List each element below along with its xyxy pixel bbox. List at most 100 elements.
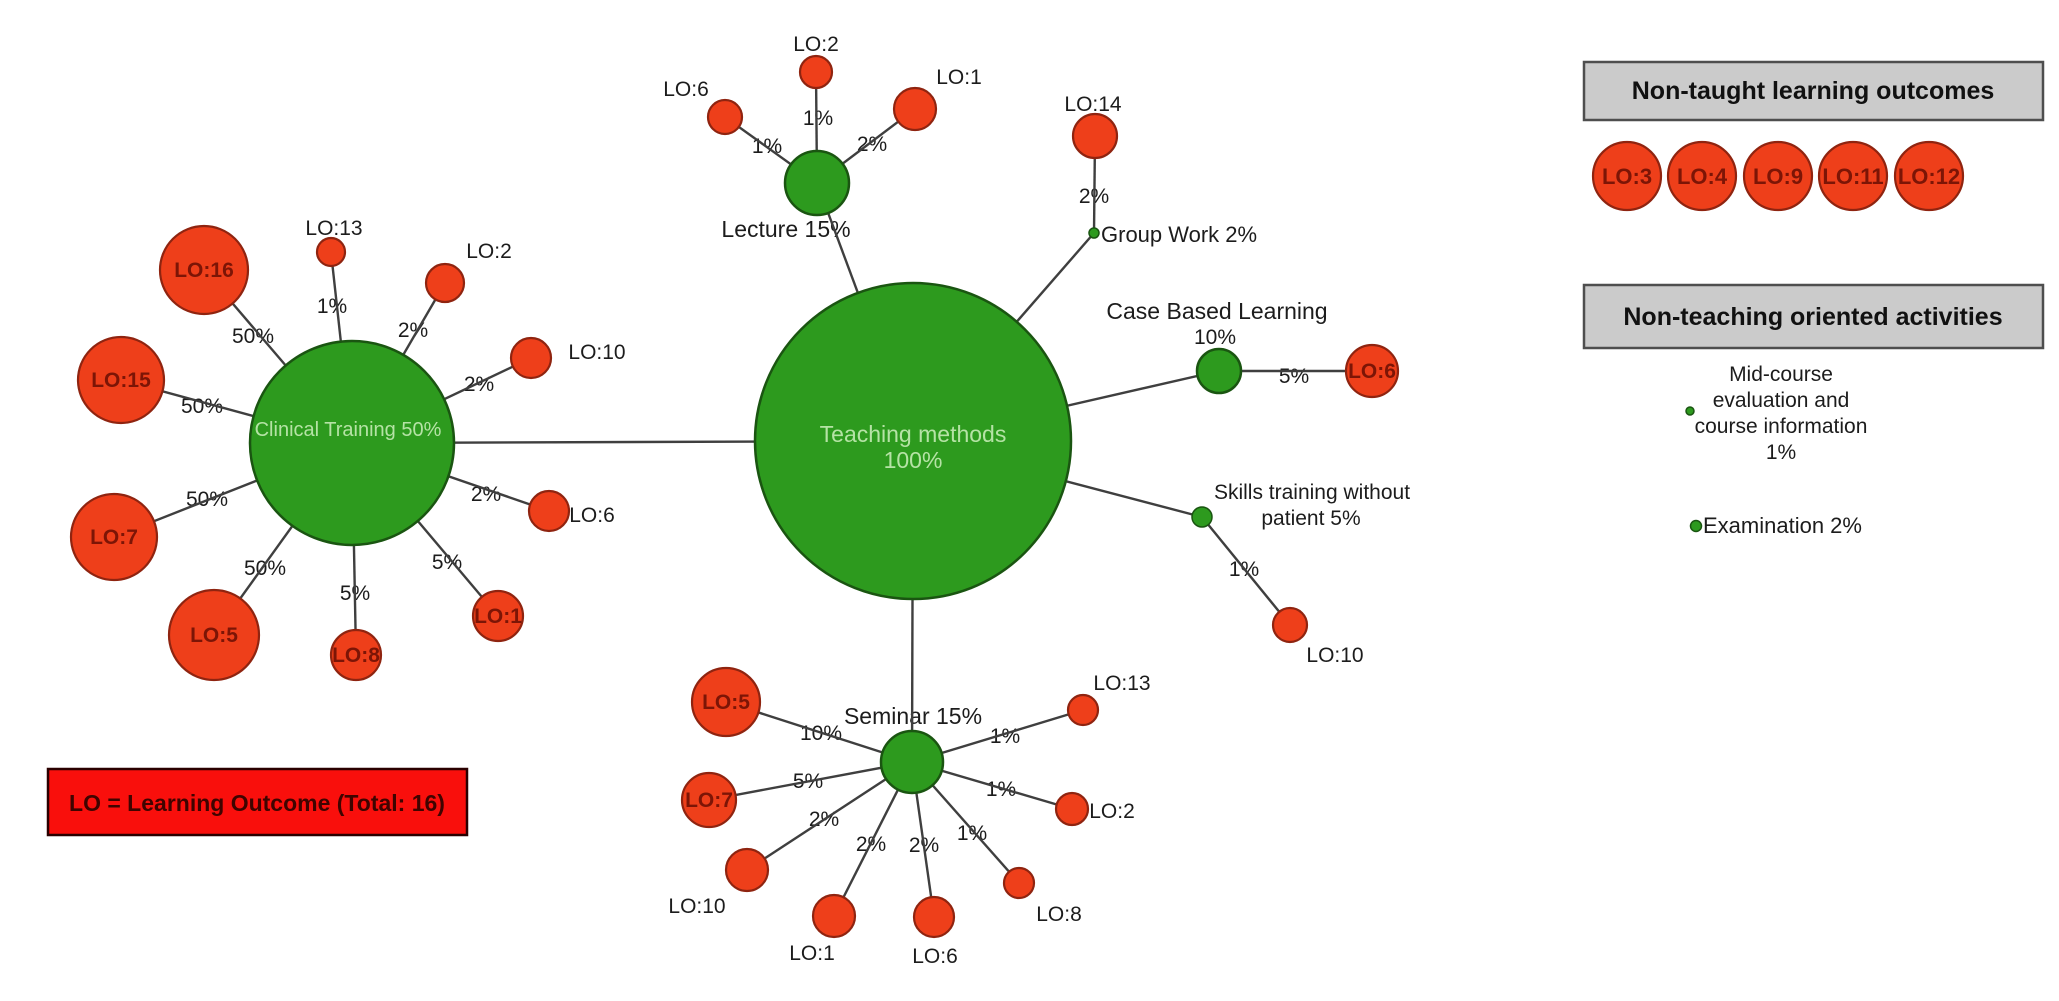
clinical-lo10-node bbox=[509, 336, 553, 380]
clinical-lo2-label: LO:2 bbox=[466, 240, 512, 263]
edge-clinical-lo1-pct: 5% bbox=[432, 551, 462, 574]
seminar-lo8-node bbox=[1002, 866, 1036, 900]
skills-lo10-node bbox=[1271, 606, 1309, 644]
nontaught-lo12-node bbox=[1893, 140, 1965, 212]
clinical-lo5-node bbox=[167, 588, 261, 682]
lecture-lo1-label: LO:1 bbox=[936, 66, 982, 89]
clinical-lo16-node bbox=[158, 224, 250, 316]
midcourse-label-line4: 1% bbox=[1766, 441, 1796, 464]
midcourse-label-line2: evaluation and bbox=[1713, 389, 1850, 412]
nontaught-lo11-node bbox=[1817, 140, 1889, 212]
edge-lecture-lo2-pct: 1% bbox=[803, 107, 833, 130]
skills-training-node bbox=[1191, 506, 1213, 528]
clinical-lo15-label: LO:15 bbox=[91, 369, 151, 392]
seminar-lo13-label: LO:13 bbox=[1093, 672, 1150, 695]
seminar-lo5-label: LO:5 bbox=[702, 691, 750, 714]
clinical-lo10-label: LO:10 bbox=[568, 341, 625, 364]
case-based-learning-label: Case Based Learning bbox=[1106, 298, 1327, 324]
nodes bbox=[69, 54, 1400, 939]
lecture-lo6-label: LO:6 bbox=[663, 78, 709, 101]
group-work-label: Group Work 2% bbox=[1101, 222, 1257, 247]
skills-training-label-line1: Skills training without bbox=[1214, 481, 1410, 504]
edge-clinical-lo16-pct: 50% bbox=[232, 325, 274, 348]
seminar-node bbox=[879, 729, 945, 795]
seminar-lo5-node bbox=[690, 666, 762, 738]
skills-training-label-line2: patient 5% bbox=[1261, 507, 1360, 530]
non-taught-panel: Non-taught learning outcomes LO:3 LO:4 L… bbox=[1582, 60, 2045, 212]
nontaught-lo11-label: LO:11 bbox=[1822, 164, 1883, 189]
groupwork-lo14-node bbox=[1071, 112, 1119, 160]
midcourse-label-line3: course information bbox=[1695, 415, 1868, 438]
edge-clinical-lo15-pct: 50% bbox=[181, 395, 223, 418]
skills-lo10-label: LO:10 bbox=[1306, 644, 1363, 667]
seminar-lo10-node bbox=[724, 847, 770, 893]
casebased-lo6-node bbox=[1344, 343, 1400, 399]
non-teaching-title-box bbox=[1582, 283, 2045, 350]
node-labels: Teaching methods 100% Clinical Training … bbox=[90, 33, 1410, 968]
seminar-lo8-label: LO:8 bbox=[1036, 903, 1082, 926]
seminar-lo2-node bbox=[1054, 791, 1090, 827]
nontaught-lo9-label: LO:9 bbox=[1753, 164, 1803, 189]
clinical-lo13-node bbox=[315, 236, 347, 268]
seminar-lo6-node bbox=[912, 895, 956, 939]
edge-casebased-lo6-pct: 5% bbox=[1279, 365, 1309, 388]
nontaught-lo3-node bbox=[1591, 140, 1663, 212]
lecture-node bbox=[783, 149, 851, 217]
nontaught-lo3-label: LO:3 bbox=[1602, 164, 1652, 189]
clinical-lo6-label: LO:6 bbox=[569, 504, 615, 527]
nontaught-lo4-node bbox=[1666, 140, 1738, 212]
teaching-methods-label-line2: 100% bbox=[884, 447, 943, 473]
seminar-lo2-label: LO:2 bbox=[1089, 800, 1135, 823]
casebased-lo6-label: LO:6 bbox=[1348, 360, 1396, 383]
edge-clinical-lo6-pct: 2% bbox=[471, 483, 501, 506]
legend-text: LO = Learning Outcome (Total: 16) bbox=[69, 790, 445, 816]
group-work-node bbox=[1088, 227, 1100, 239]
seminar-lo13-node bbox=[1066, 693, 1100, 727]
nontaught-lo9-node bbox=[1742, 140, 1814, 212]
edge-lecture-lo1-pct: 2% bbox=[857, 133, 887, 156]
seminar-lo7-label: LO:7 bbox=[685, 789, 733, 812]
teaching-methods-node bbox=[753, 281, 1073, 601]
edge-clinical-lo13-pct: 1% bbox=[317, 295, 347, 318]
edge-seminar-lo7 bbox=[708, 760, 913, 802]
groupwork-lo14-label: LO:14 bbox=[1064, 93, 1122, 116]
lecture-lo2-label: LO:2 bbox=[793, 33, 839, 56]
case-based-learning-value: 10% bbox=[1194, 326, 1236, 349]
legend: LO = Learning Outcome (Total: 16) bbox=[46, 767, 469, 837]
case-based-learning-node bbox=[1195, 347, 1243, 395]
edge-skills-lo10 bbox=[1201, 516, 1291, 626]
edge-seminar-lo2-pct: 1% bbox=[986, 778, 1016, 801]
seminar-lo1-label: LO:1 bbox=[789, 942, 835, 965]
lecture-lo2-node bbox=[798, 54, 834, 90]
examination-label: Examination 2% bbox=[1703, 513, 1862, 538]
midcourse-label-line1: Mid-course bbox=[1729, 363, 1833, 386]
clinical-training-node bbox=[248, 339, 456, 547]
seminar-lo7-node bbox=[680, 771, 738, 829]
lecture-node-label: Lecture 15% bbox=[721, 216, 850, 242]
clinical-lo15-node bbox=[76, 335, 166, 425]
nontaught-lo12-label: LO:12 bbox=[1898, 164, 1960, 189]
seminar-lo10-label: LO:10 bbox=[668, 895, 725, 918]
clinical-lo5-label: LO:5 bbox=[190, 624, 238, 647]
clinical-training-label: Clinical Training 50% bbox=[255, 419, 442, 441]
teaching-methods-label-line1: Teaching methods bbox=[820, 421, 1007, 447]
clinical-lo1-node bbox=[471, 589, 525, 643]
clinical-lo6-node bbox=[527, 489, 571, 533]
lecture-lo1-node bbox=[892, 86, 938, 132]
clinical-lo8-label: LO:8 bbox=[332, 644, 380, 667]
clinical-lo1-label: LO:1 bbox=[474, 605, 522, 628]
midcourse-dot bbox=[1685, 406, 1695, 416]
seminar-lo6-label: LO:6 bbox=[912, 945, 958, 968]
examination-dot bbox=[1689, 519, 1703, 533]
non-teaching-panel: Non-teaching oriented activities Mid-cou… bbox=[1582, 283, 2045, 538]
clinical-lo7-node bbox=[69, 492, 159, 582]
non-teaching-title: Non-teaching oriented activities bbox=[1623, 303, 2002, 331]
clinical-lo7-label: LO:7 bbox=[90, 526, 138, 549]
seminar-lo1-node bbox=[811, 893, 857, 939]
non-taught-title: Non-taught learning outcomes bbox=[1632, 77, 1995, 105]
clinical-lo16-label: LO:16 bbox=[174, 259, 234, 282]
legend-box bbox=[46, 767, 469, 837]
clinical-lo2-node bbox=[424, 262, 466, 304]
